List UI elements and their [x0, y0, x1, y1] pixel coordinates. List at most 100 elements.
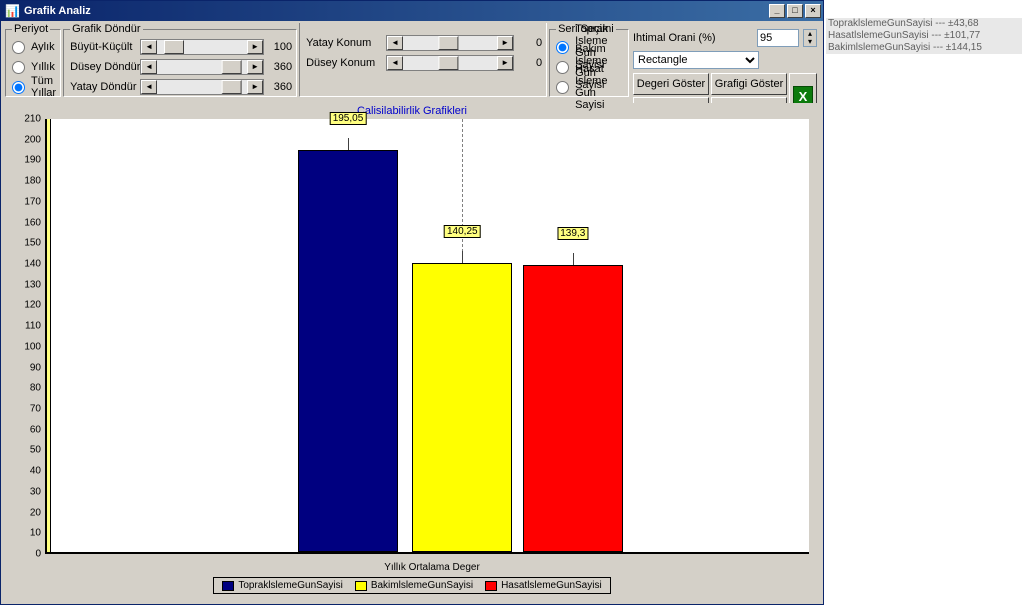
slider-left-button[interactable]: ◄ — [141, 60, 157, 74]
close-button[interactable]: × — [805, 4, 821, 18]
bar-value-label: 139,3 — [557, 227, 588, 240]
y-tick-label: 130 — [11, 279, 41, 290]
slider-right-button[interactable]: ► — [247, 80, 263, 94]
slider-scrollbar[interactable]: ◄► — [140, 79, 264, 95]
bar-value-tick — [573, 253, 574, 265]
slider-thumb[interactable] — [439, 56, 459, 70]
y-tick-label: 30 — [11, 486, 41, 497]
y-tick-label: 20 — [11, 507, 41, 518]
y-tick-label: 210 — [11, 114, 41, 125]
slider-row: Düsey Konum◄►0 — [306, 53, 542, 73]
legend-label: TopraklslemeGunSayisi — [238, 580, 343, 591]
slider-label: Büyüt-Küçült — [70, 41, 136, 53]
slider-track[interactable] — [157, 40, 247, 54]
seri-radio[interactable] — [556, 81, 569, 94]
slider-scrollbar[interactable]: ◄► — [386, 35, 514, 51]
y-tick-label: 80 — [11, 383, 41, 394]
slider-left-button[interactable]: ◄ — [387, 56, 403, 70]
slider-value: 100 — [268, 41, 292, 53]
konum-group: Yatay Konum◄►0Düsey Konum◄►0 — [299, 23, 547, 97]
slider-left-button[interactable]: ◄ — [387, 36, 403, 50]
slider-value: 0 — [518, 37, 542, 49]
seri-radio[interactable] — [556, 41, 569, 54]
maximize-button[interactable]: □ — [787, 4, 803, 18]
slider-thumb[interactable] — [439, 36, 459, 50]
bar-value-label: 140,25 — [444, 225, 481, 238]
degeri-goster-button[interactable]: Degeri Göster — [633, 73, 709, 95]
ihtimal-input[interactable] — [757, 29, 799, 47]
y-tick-label: 40 — [11, 466, 41, 477]
y-tick-label: 140 — [11, 259, 41, 270]
periyot-label: Tüm Yıllar — [31, 75, 56, 99]
slider-label: Yatay Döndür — [70, 81, 136, 93]
y-tick-label: 180 — [11, 176, 41, 187]
slider-label: Düsey Döndür — [70, 61, 136, 73]
chart-bar — [412, 263, 512, 552]
slider-left-button[interactable]: ◄ — [141, 40, 157, 54]
slider-right-button[interactable]: ► — [247, 60, 263, 74]
slider-track[interactable] — [403, 56, 497, 70]
chart-container: Çalisilabilirlik Grafikleri 010203040506… — [5, 103, 819, 600]
slider-right-button[interactable]: ► — [497, 56, 513, 70]
side-info-row: BakimlslemeGunSayisi --- ±144,15 — [826, 42, 1022, 54]
chart-legend: TopraklslemeGunSayisi BakimlslemeGunSayis… — [213, 577, 610, 594]
periyot-radio[interactable] — [12, 41, 25, 54]
side-info-row: HasatlslemeGunSayisi --- ±101,77 — [826, 30, 1022, 42]
y-tick-label: 50 — [11, 445, 41, 456]
window-title: Grafik Analiz — [24, 5, 767, 17]
side-info-panel: TopraklslemeGunSayisi --- ±43,68Hasatlsl… — [826, 18, 1022, 54]
periyot-radio[interactable] — [12, 81, 25, 94]
slider-right-button[interactable]: ► — [247, 40, 263, 54]
chart-bar — [523, 265, 623, 552]
slider-scrollbar[interactable]: ◄► — [386, 55, 514, 71]
slider-right-button[interactable]: ► — [497, 36, 513, 50]
shape-select[interactable]: Rectangle — [633, 51, 759, 69]
side-info-row: TopraklslemeGunSayisi --- ±43,68 — [826, 18, 1022, 30]
titlebar: 📊 Grafik Analiz _ □ × — [1, 1, 823, 21]
slider-scrollbar[interactable]: ◄► — [140, 59, 264, 75]
y-tick-label: 170 — [11, 196, 41, 207]
slider-track[interactable] — [157, 80, 247, 94]
legend-swatch — [222, 581, 234, 591]
legend-swatch — [485, 581, 497, 591]
slider-track[interactable] — [157, 60, 247, 74]
slider-track[interactable] — [403, 36, 497, 50]
y-tick-label: 200 — [11, 134, 41, 145]
slider-thumb[interactable] — [164, 40, 184, 54]
y-tick-label: 70 — [11, 404, 41, 415]
minimize-button[interactable]: _ — [769, 4, 785, 18]
right-controls: Ihtimal Orani (%) ▴▾ Rectangle Degeri Gö… — [631, 23, 819, 97]
seri-option[interactable]: Hasat Isleme Gun Sayisi — [556, 77, 624, 97]
legend-item: HasatlslemeGunSayisi — [485, 580, 602, 591]
slider-thumb[interactable] — [221, 60, 241, 74]
chart-bar — [298, 150, 398, 552]
slider-value: 360 — [268, 61, 292, 73]
slider-label: Düsey Konum — [306, 57, 382, 69]
ihtimal-spinner[interactable]: ▴▾ — [803, 29, 817, 47]
slider-value: 360 — [268, 81, 292, 93]
slider-thumb[interactable] — [221, 80, 241, 94]
legend-item: BakimlslemeGunSayisi — [355, 580, 473, 591]
periyot-option[interactable]: Aylık — [12, 37, 56, 57]
legend-label: HasatlslemeGunSayisi — [501, 580, 602, 591]
ihtimal-label: Ihtimal Orani (%) — [633, 32, 716, 44]
grafigi-goster-button[interactable]: Grafigi Göster — [711, 73, 787, 95]
y-tick-label: 150 — [11, 238, 41, 249]
legend-label: BakimlslemeGunSayisi — [371, 580, 473, 591]
periyot-option[interactable]: Yıllık — [12, 57, 56, 77]
chart-title: Çalisilabilirlik Grafikleri — [5, 103, 819, 119]
seri-radio[interactable] — [556, 61, 569, 74]
y-tick-label: 100 — [11, 341, 41, 352]
slider-scrollbar[interactable]: ◄► — [140, 39, 264, 55]
slider-left-button[interactable]: ◄ — [141, 80, 157, 94]
bar-value-tick — [462, 251, 463, 263]
grafik-dondur-group: Grafik Döndür Büyüt-Küçült◄►100Düsey Dön… — [63, 23, 297, 97]
legend-item: TopraklslemeGunSayisi — [222, 580, 343, 591]
y-tick-label: 0 — [11, 549, 41, 560]
grafdon-legend: Grafik Döndür — [70, 23, 142, 35]
y-tick-label: 90 — [11, 362, 41, 373]
periyot-option[interactable]: Tüm Yıllar — [12, 77, 56, 97]
x-axis-label: Yıllık Ortalama Deger — [5, 558, 819, 577]
y-tick-label: 120 — [11, 300, 41, 311]
periyot-radio[interactable] — [12, 61, 25, 74]
